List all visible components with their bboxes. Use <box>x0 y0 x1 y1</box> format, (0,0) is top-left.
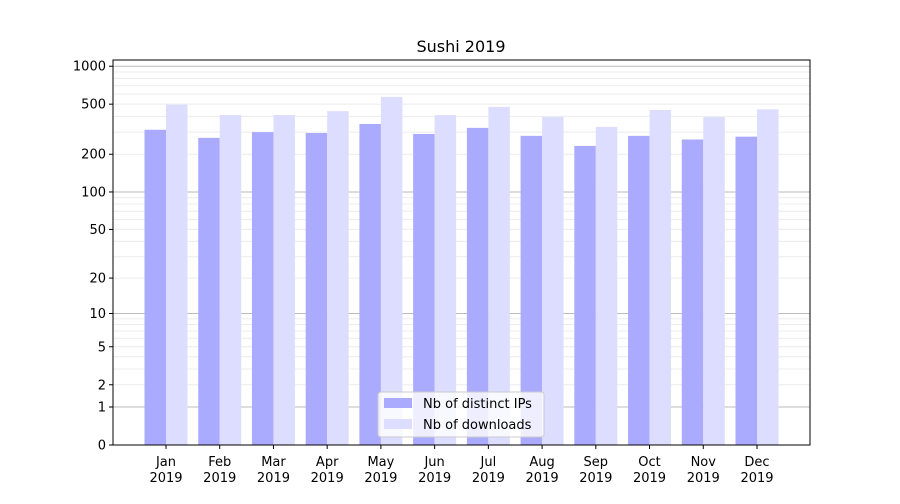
bar-distinct-ips <box>198 137 220 445</box>
y-tick-label: 20 <box>89 272 106 287</box>
y-tick-label: 10 <box>89 307 106 322</box>
y-tick-label: 50 <box>89 223 106 238</box>
legend-box <box>377 391 545 438</box>
bar-downloads <box>703 117 725 445</box>
bar-downloads <box>380 96 403 445</box>
chart-title: Sushi 2019 <box>416 37 505 56</box>
bar-downloads <box>542 117 564 445</box>
x-tick-label: 2019 <box>203 471 236 486</box>
x-tick-label: Jan <box>155 455 176 470</box>
bar-downloads <box>757 109 779 445</box>
y-tick-label: 2 <box>98 378 106 393</box>
bar-distinct-ips <box>466 127 489 445</box>
y-tick-label: 100 <box>81 185 106 200</box>
x-tick-label: 2019 <box>633 471 666 486</box>
bar-downloads <box>488 106 510 446</box>
x-tick-label: 2019 <box>311 471 344 486</box>
bar-downloads <box>273 115 295 445</box>
bar-distinct-ips <box>681 139 704 446</box>
x-tick-label: 2019 <box>472 471 505 486</box>
y-tick-label: 5 <box>98 340 106 355</box>
x-tick-label: Dec <box>744 455 769 470</box>
x-tick-label: May <box>367 455 394 470</box>
bar-distinct-ips <box>251 132 274 445</box>
x-tick-label: 2019 <box>526 471 559 486</box>
bar-downloads <box>595 126 618 446</box>
legend-swatch <box>384 398 412 408</box>
x-tick-label: 2019 <box>418 471 451 486</box>
plot-frame <box>112 59 811 446</box>
bar-distinct-ips <box>735 136 757 446</box>
bar-distinct-ips <box>144 129 166 445</box>
bar-distinct-ips <box>520 135 543 446</box>
x-tick-label: 2019 <box>740 471 773 486</box>
legend-label: Nb of distinct IPs <box>423 397 532 412</box>
bar-downloads <box>649 109 672 446</box>
bar-distinct-ips <box>305 133 328 446</box>
bar-distinct-ips <box>413 133 435 445</box>
bar-downloads <box>166 104 188 446</box>
bar-downloads <box>219 115 242 445</box>
x-tick-label: Oct <box>638 455 660 470</box>
x-tick-label: 2019 <box>257 471 290 486</box>
x-tick-label: 2019 <box>687 471 720 486</box>
y-tick-label: 0 <box>98 439 106 454</box>
x-tick-label: Nov <box>691 455 717 470</box>
x-tick-label: 2019 <box>364 471 397 486</box>
x-tick-label: Feb <box>208 455 231 470</box>
x-tick-label: Aug <box>529 455 554 470</box>
bar-downloads <box>434 115 457 445</box>
bar-distinct-ips <box>574 145 596 446</box>
legend-swatch <box>384 419 412 429</box>
legend-label: Nb of downloads <box>423 418 532 433</box>
y-tick-label: 1 <box>98 400 106 415</box>
bar-distinct-ips <box>359 123 381 446</box>
bar-distinct-ips <box>628 135 650 446</box>
x-tick-label: Apr <box>316 455 339 470</box>
x-tick-label: Jun <box>423 455 444 470</box>
x-tick-label: Sep <box>584 455 609 470</box>
y-tick-label: 500 <box>81 98 106 113</box>
x-tick-label: Jul <box>480 455 497 470</box>
bar-downloads <box>327 111 349 446</box>
y-tick-label: 200 <box>81 148 106 163</box>
x-tick-label: 2019 <box>149 471 182 486</box>
y-tick-label: 1000 <box>73 60 106 75</box>
x-tick-label: 2019 <box>579 471 612 486</box>
x-tick-label: Mar <box>261 455 286 470</box>
